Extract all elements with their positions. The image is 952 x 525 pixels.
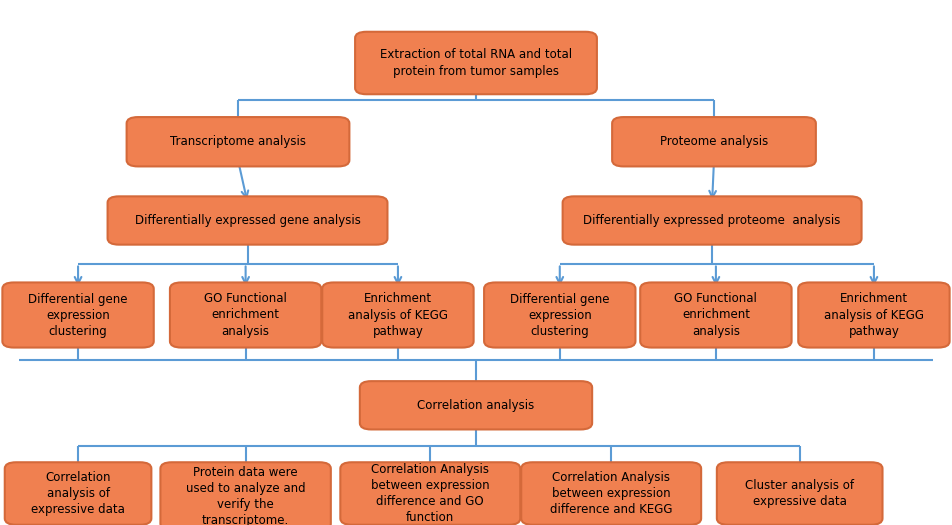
- Text: Enrichment
analysis of KEGG
pathway: Enrichment analysis of KEGG pathway: [347, 292, 448, 338]
- Text: Correlation analysis: Correlation analysis: [417, 399, 535, 412]
- FancyBboxPatch shape: [563, 196, 862, 245]
- FancyBboxPatch shape: [717, 463, 883, 525]
- Text: Enrichment
analysis of KEGG
pathway: Enrichment analysis of KEGG pathway: [823, 292, 924, 338]
- Text: Differentially expressed gene analysis: Differentially expressed gene analysis: [134, 214, 361, 227]
- FancyBboxPatch shape: [2, 282, 153, 348]
- Text: Transcriptome analysis: Transcriptome analysis: [170, 135, 306, 148]
- FancyBboxPatch shape: [322, 282, 473, 348]
- Text: Protein data were
used to analyze and
verify the
transcriptome.: Protein data were used to analyze and ve…: [186, 466, 306, 525]
- FancyBboxPatch shape: [798, 282, 949, 348]
- FancyBboxPatch shape: [160, 462, 331, 525]
- FancyBboxPatch shape: [355, 32, 597, 94]
- Text: Differential gene
expression
clustering: Differential gene expression clustering: [29, 292, 128, 338]
- Text: Differential gene
expression
clustering: Differential gene expression clustering: [510, 292, 609, 338]
- FancyBboxPatch shape: [127, 117, 349, 166]
- Text: Extraction of total RNA and total
protein from tumor samples: Extraction of total RNA and total protei…: [380, 48, 572, 78]
- Text: Cluster analysis of
expressive data: Cluster analysis of expressive data: [745, 479, 854, 508]
- FancyBboxPatch shape: [640, 282, 791, 348]
- Text: GO Functional
enrichment
analysis: GO Functional enrichment analysis: [674, 292, 758, 338]
- Text: Correlation Analysis
between expression
difference and GO
function: Correlation Analysis between expression …: [371, 463, 489, 524]
- Text: GO Functional
enrichment
analysis: GO Functional enrichment analysis: [204, 292, 288, 338]
- FancyBboxPatch shape: [108, 196, 387, 245]
- Text: Correlation
analysis of
expressive data: Correlation analysis of expressive data: [31, 471, 125, 516]
- Text: Proteome analysis: Proteome analysis: [660, 135, 768, 148]
- Text: Correlation Analysis
between expression
difference and KEGG: Correlation Analysis between expression …: [550, 471, 672, 516]
- FancyBboxPatch shape: [484, 282, 636, 348]
- FancyBboxPatch shape: [360, 381, 592, 429]
- FancyBboxPatch shape: [5, 463, 151, 525]
- FancyBboxPatch shape: [612, 117, 816, 166]
- FancyBboxPatch shape: [522, 463, 701, 525]
- FancyBboxPatch shape: [341, 463, 520, 525]
- FancyBboxPatch shape: [169, 282, 322, 348]
- Text: Differentially expressed proteome  analysis: Differentially expressed proteome analys…: [584, 214, 841, 227]
